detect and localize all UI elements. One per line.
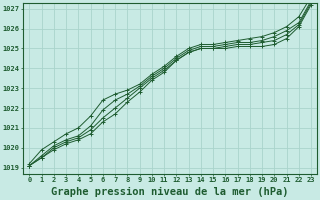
- X-axis label: Graphe pression niveau de la mer (hPa): Graphe pression niveau de la mer (hPa): [52, 187, 289, 197]
